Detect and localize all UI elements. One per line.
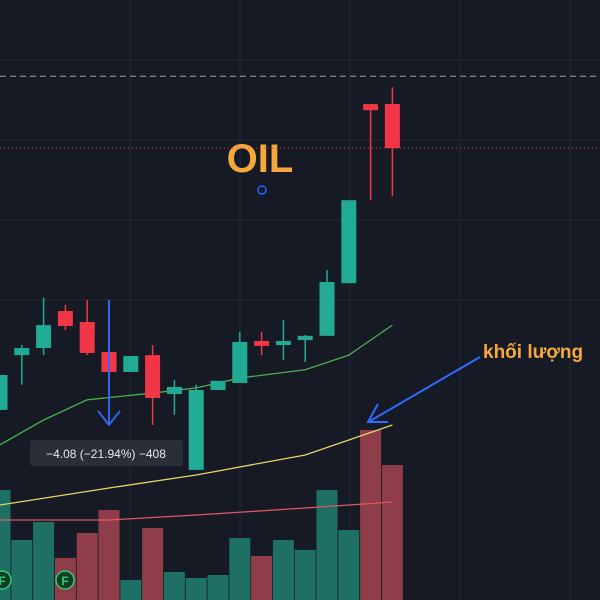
candle-body	[0, 375, 8, 410]
volume-bar	[360, 430, 382, 600]
volume-bar	[76, 533, 98, 600]
volume-bar	[0, 490, 11, 600]
volume-ma-line	[0, 424, 393, 506]
volume-bar	[338, 530, 360, 600]
measure-box	[30, 440, 183, 466]
volume-bar	[142, 528, 164, 600]
annotation: khối lượng	[483, 342, 583, 363]
volume-bar	[98, 510, 120, 600]
svg-text:F: F	[61, 574, 68, 588]
measure-arrow	[97, 410, 121, 427]
marks: −4.08 (−21.94%) −408	[0, 75, 600, 600]
f-badge: F F	[0, 570, 75, 590]
candle-body	[166, 386, 182, 394]
candle-body	[57, 311, 73, 327]
svg-text:F: F	[0, 574, 6, 588]
volume-bar	[251, 556, 273, 600]
volume-bar	[185, 578, 207, 600]
chart-title: OIL	[227, 137, 294, 181]
candle-body	[363, 104, 379, 111]
candle-body	[145, 355, 161, 398]
volume-bar	[11, 540, 33, 600]
candle-body	[210, 380, 226, 390]
volume-bar	[163, 572, 185, 600]
candle-body	[275, 341, 291, 345]
volume-bar	[381, 465, 403, 600]
volume-bar	[294, 550, 316, 600]
volume-bar	[272, 540, 294, 600]
volume-bar	[33, 522, 55, 600]
annotation-arrow	[366, 356, 481, 423]
volume-bar	[120, 580, 142, 600]
candle-body	[384, 104, 400, 149]
candle-body	[14, 348, 30, 356]
volume-ma-line	[0, 501, 393, 521]
volume-bar	[316, 490, 338, 600]
volume-bar	[229, 538, 251, 600]
candle-body	[188, 390, 204, 470]
volume-bar	[207, 575, 229, 600]
measure-label: −4.08 (−21.94%) −408	[46, 447, 166, 461]
candle-body	[319, 281, 335, 336]
candle-body	[79, 322, 95, 353]
candle-body	[232, 341, 248, 383]
candle-body	[341, 200, 357, 284]
candle-body	[123, 356, 139, 372]
candle-body	[254, 341, 270, 346]
marker	[257, 185, 267, 195]
candle-body	[297, 335, 313, 341]
candle-body	[36, 325, 52, 349]
